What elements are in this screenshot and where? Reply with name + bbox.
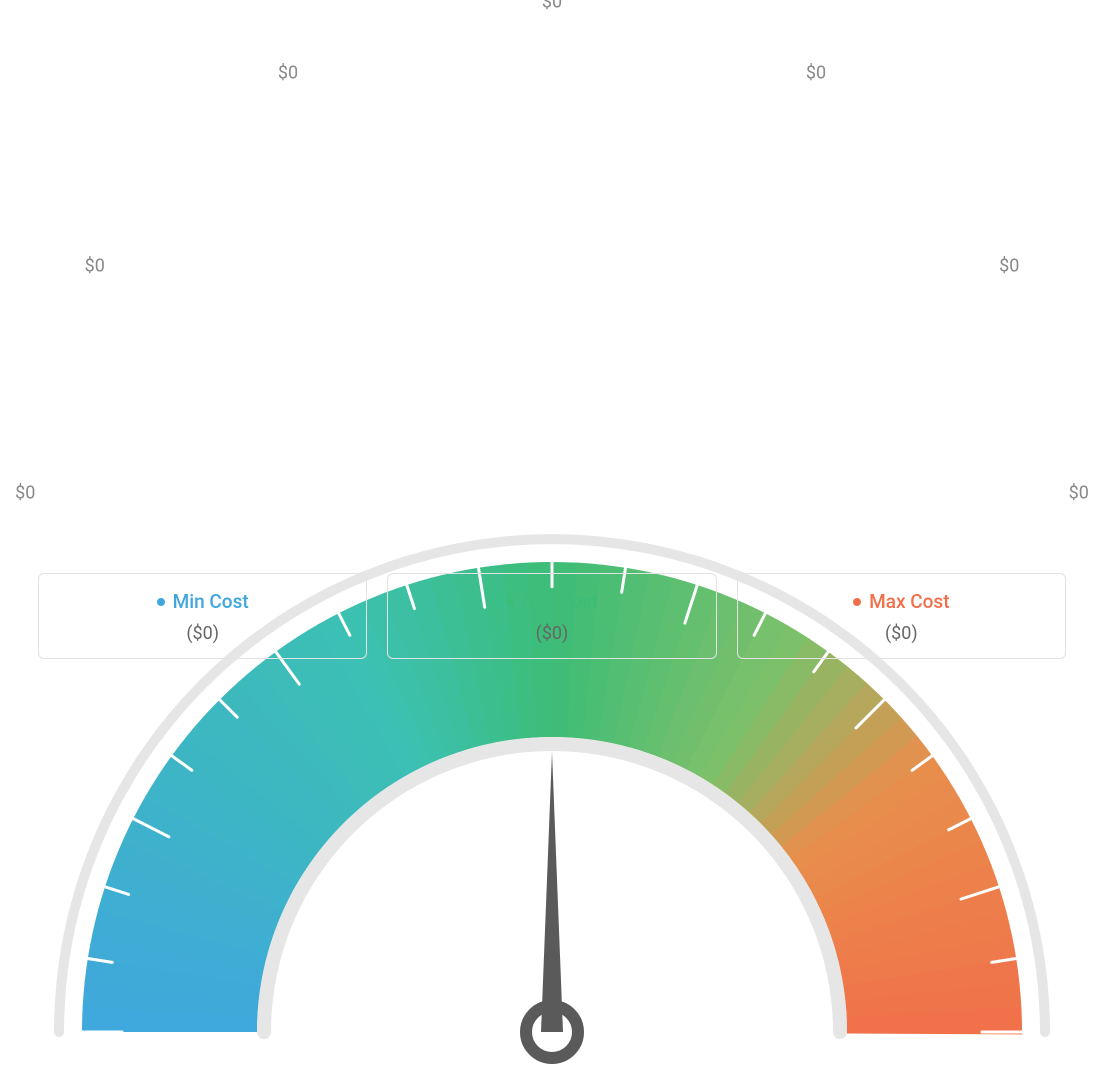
legend-row: Min Cost ($0) Avg Cost ($0) Max Cost ($0… — [38, 573, 1066, 659]
legend-title-max: Max Cost — [853, 590, 949, 613]
legend-title-min: Min Cost — [157, 590, 249, 613]
legend-card-avg: Avg Cost ($0) — [387, 573, 716, 659]
gauge-tick-label: $0 — [542, 0, 562, 13]
dot-icon — [506, 598, 514, 606]
gauge-tick-label: $0 — [806, 62, 826, 83]
legend-value-max: ($0) — [748, 623, 1055, 644]
legend-title-avg: Avg Cost — [506, 590, 598, 613]
dot-icon — [157, 598, 165, 606]
legend-label: Max Cost — [869, 590, 949, 613]
legend-label: Avg Cost — [522, 590, 598, 613]
gauge-tick-label: $0 — [278, 62, 298, 83]
gauge-tick-label: $0 — [15, 483, 35, 504]
gauge-tick-label: $0 — [85, 256, 105, 277]
dot-icon — [853, 598, 861, 606]
legend-value-avg: ($0) — [398, 623, 705, 644]
legend-value-min: ($0) — [49, 623, 356, 644]
gauge-tick-label: $0 — [999, 256, 1019, 277]
legend-label: Min Cost — [173, 590, 249, 613]
legend-card-max: Max Cost ($0) — [737, 573, 1066, 659]
gauge-tick-label: $0 — [1069, 483, 1089, 504]
gauge-chart: $0 $0 $0 $0 $0 $0 $0 — [0, 0, 1104, 560]
legend-card-min: Min Cost ($0) — [38, 573, 367, 659]
